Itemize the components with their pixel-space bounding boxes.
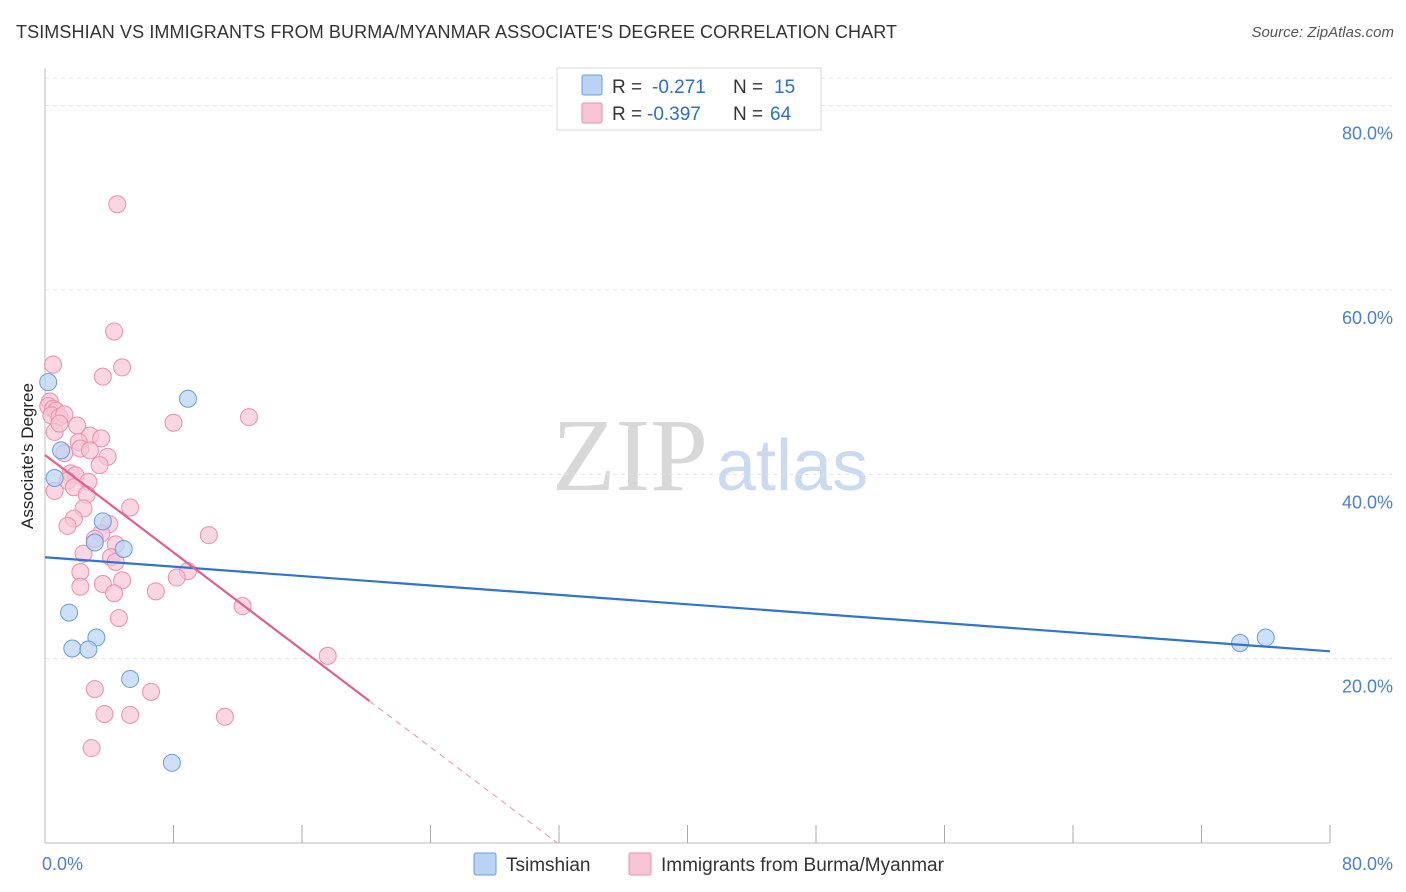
point-burma (93, 367, 112, 386)
tick-labels: 20.0% 40.0% 60.0% 80.0% 0.0% 80.0% (42, 124, 1393, 874)
x-tick-label-min: 0.0% (42, 854, 83, 874)
point-tsimshian (60, 603, 79, 622)
point-burma (105, 584, 124, 603)
y-tick-label: 60.0% (1342, 308, 1393, 328)
point-burma (167, 568, 186, 587)
point-burma (199, 526, 218, 545)
point-burma (164, 413, 183, 432)
point-tsimshian (121, 669, 140, 688)
point-tsimshian (1231, 633, 1250, 652)
point-burma (95, 704, 114, 723)
point-burma (108, 195, 127, 214)
stats-n-label-1: N = (733, 77, 763, 98)
data-points (39, 195, 1275, 772)
trend-lines (44, 454, 1331, 844)
point-tsimshian (63, 639, 82, 658)
point-burma (113, 358, 132, 377)
point-tsimshian (93, 512, 112, 531)
point-burma (74, 544, 93, 563)
point-burma (113, 571, 132, 590)
point-tsimshian (45, 469, 64, 488)
point-tsimshian (114, 539, 133, 558)
stats-r-label-1: R = (612, 77, 642, 98)
point-tsimshian (85, 533, 104, 552)
point-tsimshian (39, 373, 58, 392)
watermark-atlas: atlas (716, 426, 868, 506)
point-burma (85, 680, 104, 699)
point-burma (105, 322, 124, 341)
point-burma (121, 498, 140, 517)
point-burma (239, 408, 258, 427)
point-burma (121, 705, 140, 724)
point-burma (71, 577, 90, 596)
stats-swatch-burma (581, 102, 603, 124)
point-tsimshian (1256, 628, 1275, 647)
point-burma (44, 355, 63, 374)
stats-swatch-tsimshian (581, 74, 603, 96)
legend-label-tsimshian: Tsimshian (506, 855, 590, 876)
stats-r-label-2: R = (612, 104, 642, 125)
legend: Tsimshian Immigrants from Burma/Myanmar (473, 852, 945, 876)
stats-n-value-2: 64 (770, 104, 792, 125)
legend-swatch-burma (628, 852, 652, 876)
watermark-zip: ZIP (552, 398, 708, 513)
point-burma (109, 609, 128, 628)
y-tick-label: 80.0% (1342, 124, 1393, 144)
stats-n-value-1: 15 (774, 77, 795, 98)
point-burma (80, 441, 99, 460)
point-burma (50, 414, 69, 433)
point-burma (142, 682, 161, 701)
y-tick-label: 20.0% (1342, 677, 1393, 697)
stats-r-value-1: -0.271 (652, 77, 706, 98)
legend-swatch-tsimshian (473, 852, 497, 876)
point-tsimshian (79, 640, 98, 659)
point-tsimshian (178, 389, 197, 408)
trend-line-tsimshian (44, 556, 1331, 653)
x-tick-label-max: 80.0% (1342, 854, 1393, 874)
legend-label-burma: Immigrants from Burma/Myanmar (661, 855, 945, 876)
point-burma (215, 707, 234, 726)
y-axis-label: Associate's Degree (18, 383, 37, 529)
trend-line-burma-extension (369, 700, 558, 844)
trend-line-burma (44, 454, 371, 702)
point-burma (58, 516, 77, 535)
y-tick-label: 40.0% (1342, 492, 1393, 512)
point-burma (146, 582, 165, 601)
stats-n-label-2: N = (733, 104, 763, 125)
source-credit: Source: ZipAtlas.com (1251, 24, 1394, 41)
point-tsimshian (162, 753, 181, 772)
chart-title: TSIMSHIAN VS IMMIGRANTS FROM BURMA/MYANM… (16, 22, 898, 42)
point-burma (92, 429, 111, 448)
stats-box: R = -0.271 N = 15 R = -0.397 N = 64 (556, 67, 822, 131)
point-burma (318, 646, 337, 665)
point-burma (90, 456, 109, 475)
point-tsimshian (52, 441, 71, 460)
point-burma (82, 739, 101, 758)
stats-r-value-2: -0.397 (647, 104, 701, 125)
